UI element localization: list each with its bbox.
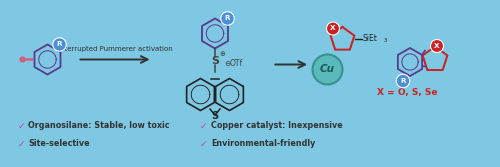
Text: OTf: OTf [230,59,243,68]
Circle shape [53,38,66,51]
Text: R: R [57,42,62,47]
Text: SiEt: SiEt [362,34,378,43]
Text: X: X [434,43,440,49]
Text: ⊕: ⊕ [219,51,225,57]
Text: Interrupted Pummerer activation: Interrupted Pummerer activation [58,46,172,52]
Text: Cu: Cu [320,64,335,74]
Text: ✓: ✓ [18,139,25,148]
Text: R: R [400,78,406,84]
Text: Copper catalyst: Inexpensive: Copper catalyst: Inexpensive [211,122,343,130]
Circle shape [221,12,234,25]
Text: X: X [330,26,336,32]
Text: Organosilane: Stable, low toxic: Organosilane: Stable, low toxic [28,122,170,130]
Text: X = O, S, Se: X = O, S, Se [378,89,438,98]
Text: S: S [211,56,219,66]
Text: ✓: ✓ [200,139,207,148]
Text: ✓: ✓ [200,122,207,130]
Circle shape [312,54,342,85]
Circle shape [396,74,409,88]
Circle shape [326,22,340,35]
Text: S: S [212,111,218,121]
Text: R: R [225,16,230,22]
Text: ⊖: ⊖ [224,59,230,68]
Text: 3: 3 [384,38,387,43]
Text: Environmental-friendly: Environmental-friendly [211,139,316,148]
Text: Site-selective: Site-selective [28,139,90,148]
Circle shape [430,40,444,52]
Text: ✓: ✓ [18,122,25,130]
